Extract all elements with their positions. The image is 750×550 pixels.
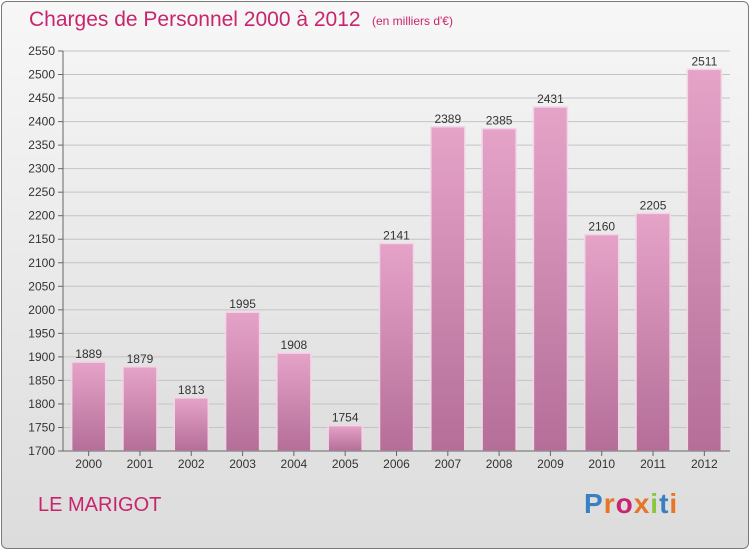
logo-letter: r bbox=[603, 488, 616, 519]
bar-value-label: 1813 bbox=[178, 383, 205, 397]
x-tick-label: 2003 bbox=[229, 457, 256, 471]
bar-value-label: 2141 bbox=[383, 228, 410, 242]
logo-letter: t bbox=[659, 488, 670, 519]
bar-value-label: 1908 bbox=[281, 338, 308, 352]
y-tick-label: 2000 bbox=[28, 303, 55, 317]
x-tick-label: 2000 bbox=[75, 457, 102, 471]
y-tick-label: 2150 bbox=[28, 232, 55, 246]
bar-2002 bbox=[173, 397, 210, 452]
x-tick-label: 2007 bbox=[434, 457, 461, 471]
x-tick-label: 2011 bbox=[640, 457, 666, 471]
bar-2000 bbox=[70, 361, 107, 452]
bar-value-label: 2385 bbox=[486, 114, 513, 128]
logo-letter: i bbox=[669, 488, 679, 519]
x-tick-label: 2001 bbox=[127, 457, 154, 471]
bar-2005 bbox=[327, 424, 363, 452]
x-tick-label: 2012 bbox=[691, 457, 718, 471]
x-axis: 2000 2001 2002 2003 2004 2005 2006 2007 2008 2009… bbox=[63, 450, 730, 471]
bar-value-label: 2205 bbox=[640, 198, 667, 212]
x-tick-label: 2005 bbox=[332, 457, 359, 471]
y-tick-label: 1850 bbox=[28, 373, 55, 387]
bar-value-label: 1995 bbox=[229, 297, 256, 311]
y-tick-label: 2450 bbox=[28, 91, 55, 105]
chart-subtitle: (en milliers d'€) bbox=[372, 14, 453, 28]
y-tick-label: 2350 bbox=[28, 138, 55, 152]
bar-2004 bbox=[276, 352, 312, 452]
bar-value-label: 2511 bbox=[691, 54, 717, 68]
y-tick-label: 2200 bbox=[28, 209, 55, 223]
y-tick-label: 1800 bbox=[28, 397, 55, 411]
bar-value-label: 1754 bbox=[332, 411, 359, 425]
y-tick-label: 2300 bbox=[28, 162, 55, 176]
bar-value-label: 1879 bbox=[127, 352, 154, 366]
y-tick-label: 1700 bbox=[28, 444, 55, 458]
y-axis: 1700 1750 1800 1850 1900 1950 2000 2050 2100 2150… bbox=[28, 44, 64, 458]
bar-2012 bbox=[686, 68, 723, 452]
bar-value-label: 2160 bbox=[588, 220, 615, 234]
x-tick-label: 2004 bbox=[281, 457, 308, 471]
proxiti-logo[interactable]: Proxiti bbox=[584, 488, 678, 520]
logo-letter: i bbox=[650, 488, 660, 519]
bar-2007 bbox=[430, 126, 466, 452]
commune-name: LE MARIGOT bbox=[38, 494, 162, 516]
y-tick-label: 1750 bbox=[28, 420, 55, 434]
bar-value-label: 2389 bbox=[434, 112, 461, 126]
x-tick-label: 2008 bbox=[486, 457, 513, 471]
y-tick-label: 1950 bbox=[28, 326, 55, 340]
y-tick-label: 2400 bbox=[28, 115, 55, 129]
y-tick-label: 2250 bbox=[28, 185, 55, 199]
bars: 1889 1879 1813 1995 1908 1754 2141 2389 2385 2431… bbox=[70, 54, 723, 452]
y-tick-label: 2100 bbox=[28, 256, 55, 270]
logo-letter: P bbox=[584, 488, 604, 519]
y-tick-label: 1900 bbox=[28, 350, 55, 364]
x-tick-label: 2009 bbox=[537, 457, 564, 471]
chart-title: Charges de Personnel 2000 à 2012 bbox=[29, 8, 361, 31]
x-tick-label: 2002 bbox=[178, 457, 205, 471]
logo-letter: x bbox=[633, 488, 651, 519]
y-tick-label: 2050 bbox=[28, 279, 55, 293]
bar-2011 bbox=[635, 212, 671, 452]
bar-value-label: 2431 bbox=[537, 92, 564, 106]
y-tick-label: 2550 bbox=[28, 44, 55, 58]
bar-value-label: 1889 bbox=[75, 347, 102, 361]
logo-letter: o bbox=[615, 488, 634, 519]
y-tick-label: 2500 bbox=[28, 68, 55, 82]
bar-2006 bbox=[378, 242, 415, 452]
bar-2003 bbox=[224, 311, 261, 452]
bar-2001 bbox=[122, 366, 158, 452]
bar-2009 bbox=[532, 106, 569, 452]
x-tick-label: 2010 bbox=[588, 457, 615, 471]
bar-2010 bbox=[583, 233, 620, 452]
bar-2008 bbox=[481, 127, 517, 452]
x-tick-label: 2006 bbox=[383, 457, 410, 471]
